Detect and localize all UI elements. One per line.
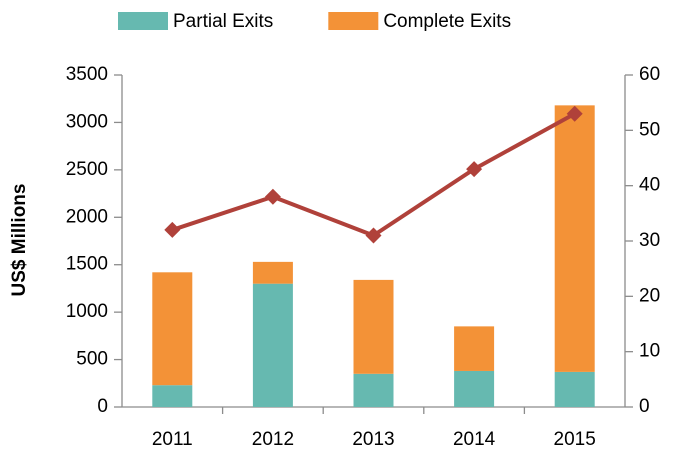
- bar-segment: [554, 105, 595, 372]
- y2-tick-label: 10: [639, 341, 660, 362]
- y-tick-label: 1000: [66, 301, 108, 322]
- line-marker: [164, 221, 181, 238]
- y-tick-label: 2500: [66, 159, 108, 180]
- bar-segment: [554, 371, 595, 407]
- y-axis-label: US$ Millions: [9, 184, 30, 297]
- y2-tick-label: 60: [639, 64, 660, 85]
- bar-segment: [454, 370, 495, 407]
- y2-tick-label: 0: [639, 396, 650, 417]
- y-tick-label: 2000: [66, 206, 108, 227]
- bar-segment: [152, 272, 193, 386]
- bar-segment: [252, 283, 293, 407]
- x-tick-label: 2012: [252, 429, 294, 449]
- bar-segment: [252, 261, 293, 284]
- x-tick-label: 2013: [352, 429, 394, 449]
- bar-segment: [353, 373, 394, 407]
- y-tick-label: 0: [97, 396, 108, 417]
- bar-segment: [152, 385, 193, 407]
- legend-swatch: [118, 12, 168, 30]
- bar-segment: [353, 279, 394, 374]
- y2-tick-label: 50: [639, 119, 660, 140]
- line-marker: [466, 161, 483, 178]
- line-marker: [264, 188, 281, 205]
- y2-tick-label: 20: [639, 285, 660, 306]
- line-marker: [365, 227, 382, 244]
- y-tick-label: 3500: [66, 64, 108, 85]
- x-tick-label: 2015: [554, 429, 596, 449]
- legend-label: Partial Exits: [173, 11, 273, 32]
- y2-tick-label: 30: [639, 230, 660, 251]
- line: [171, 111, 576, 238]
- x-tick-label: 2014: [453, 429, 496, 449]
- y2-tick-label: 40: [639, 175, 660, 196]
- legend-swatch: [328, 12, 379, 30]
- bar-segment: [454, 326, 495, 371]
- legend-label: Complete Exits: [383, 11, 511, 32]
- y-tick-label: 500: [76, 349, 108, 370]
- y-tick-label: 3000: [66, 111, 108, 132]
- x-tick-label: 2011: [152, 429, 193, 449]
- line-marker: [566, 105, 583, 122]
- y-tick-label: 1500: [66, 254, 108, 275]
